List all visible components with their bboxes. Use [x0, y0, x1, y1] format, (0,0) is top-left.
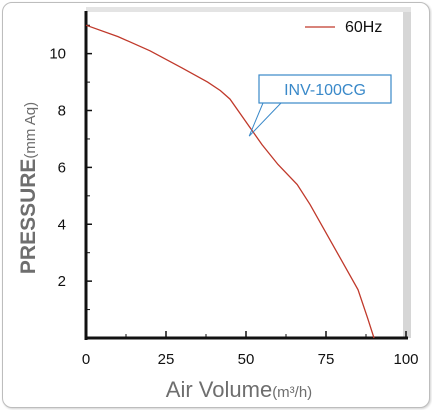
x-tick-label: 100: [393, 351, 418, 368]
y-ticks: 2 4 6 8 10: [49, 24, 92, 311]
plot-shade-right: [403, 11, 411, 338]
series-layer: [85, 24, 375, 339]
annotation-leader: [248, 102, 282, 137]
y-tick-label: 2: [58, 273, 66, 290]
x-tick-label: 50: [238, 351, 255, 368]
annotation-label: INV-100CG: [284, 82, 366, 99]
x-tick-label: 25: [158, 351, 175, 368]
y-tick-label: 4: [58, 216, 66, 233]
y-axis-title: PRESSURE(mm Aq): [17, 102, 40, 274]
x-tick-label: 0: [82, 351, 90, 368]
x-tick-label: 75: [318, 351, 335, 368]
annotation-box: [258, 74, 392, 104]
legend: 60Hz: [305, 19, 382, 36]
y-tick-label: 8: [58, 103, 66, 120]
y-tick-label: 10: [49, 46, 66, 63]
x-ticks: 0 25 50 75 100: [82, 331, 419, 368]
axes: [84, 7, 411, 340]
series-line-60Hz: [85, 24, 375, 339]
pressure-air-volume-chart: 2 4 6 8 10 0 25 50 75 100 60Hz INV-100CG PRESSUR…: [17, 7, 419, 402]
y-tick-label: 6: [58, 159, 66, 176]
plot-shade-top: [86, 7, 411, 12]
legend-label: 60Hz: [345, 19, 382, 36]
annotations: INV-100CG: [248, 74, 392, 137]
x-axis-title: Air Volume(m³/h): [166, 377, 312, 402]
